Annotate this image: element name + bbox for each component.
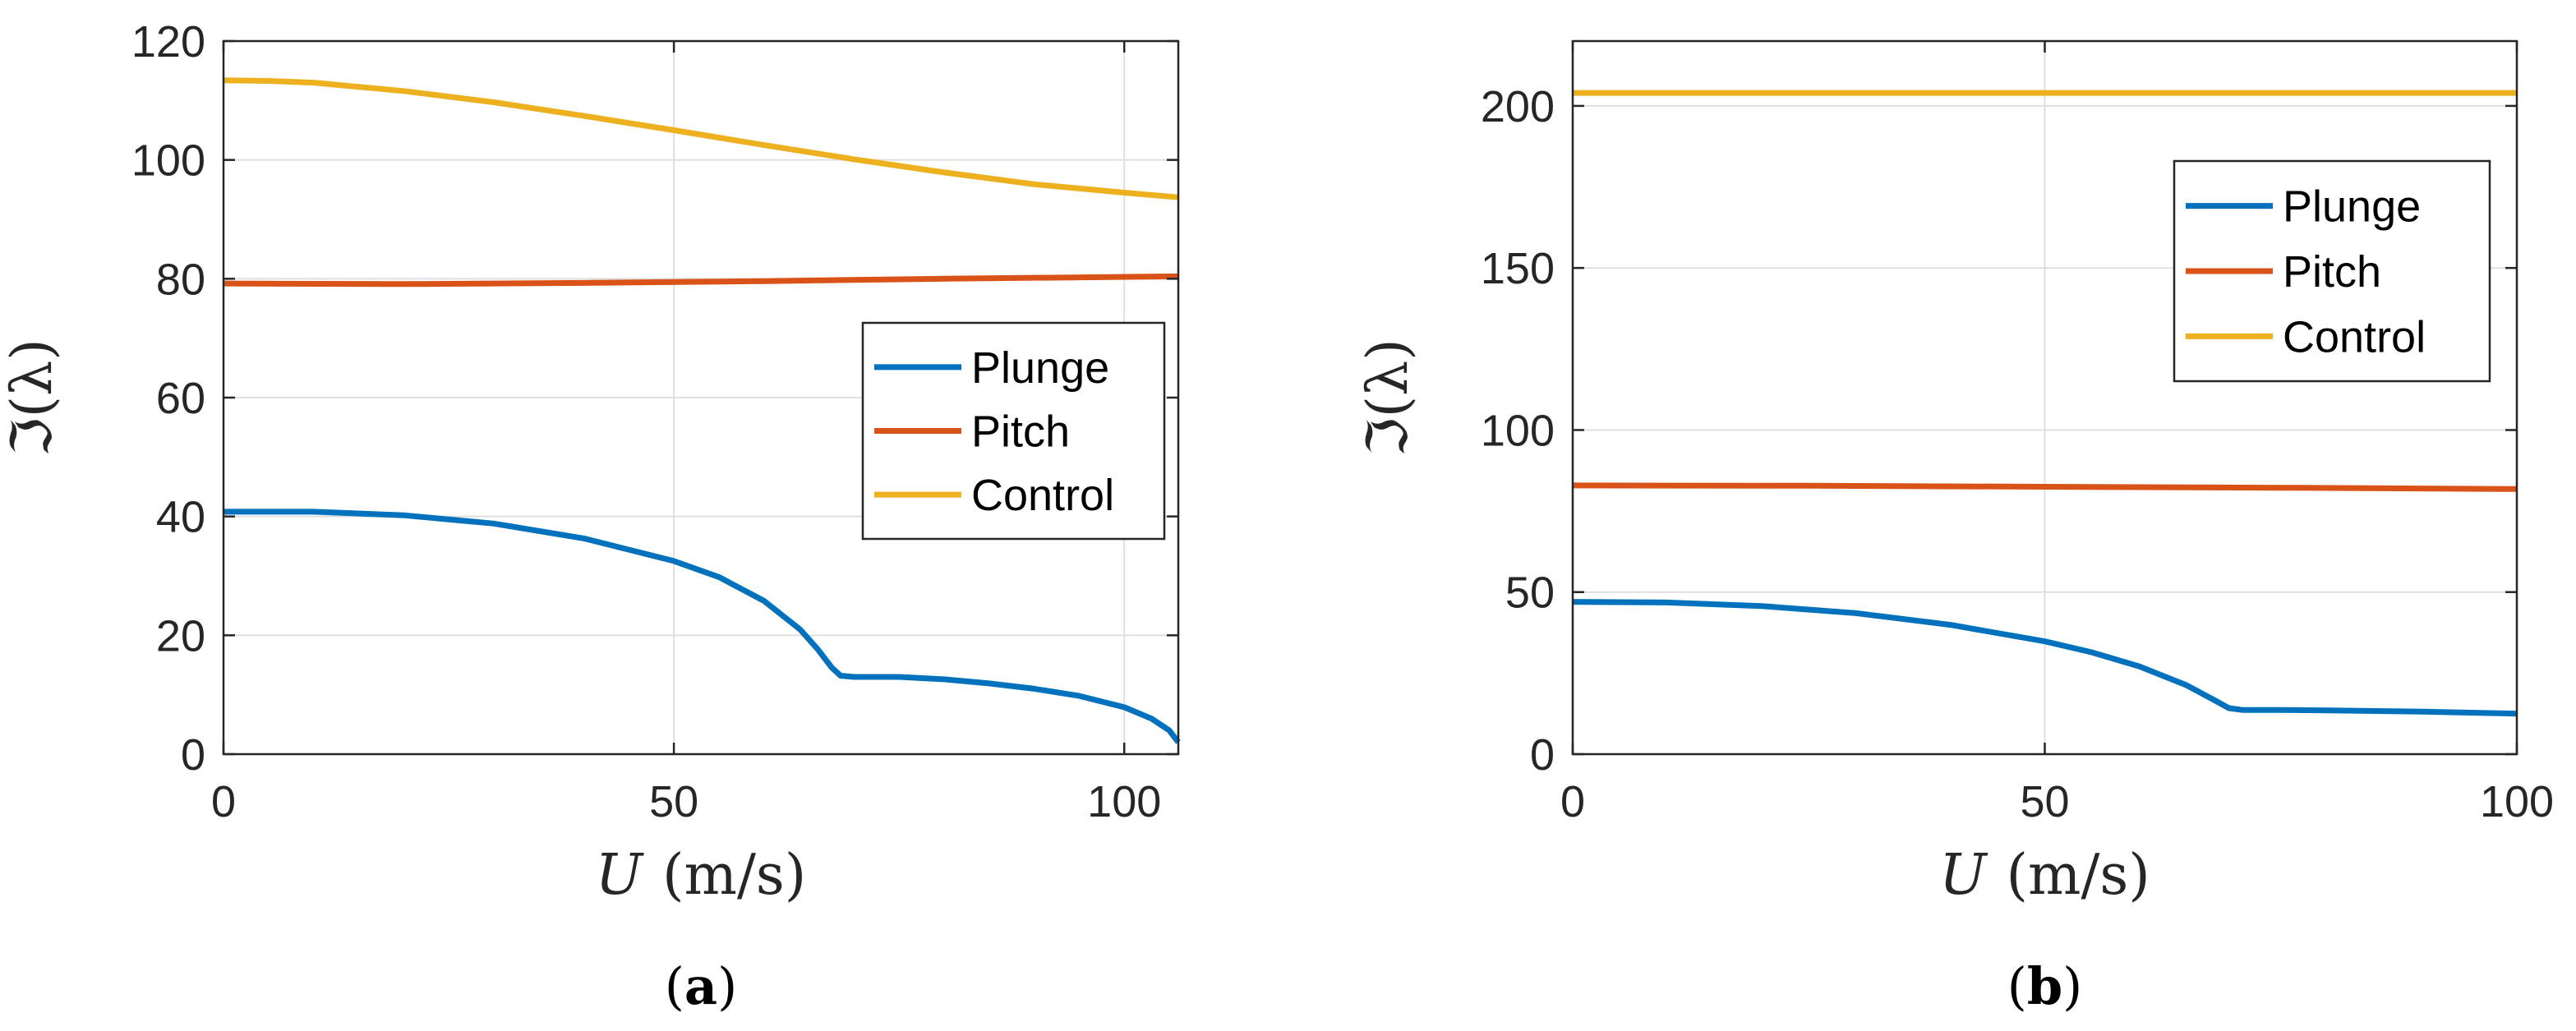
legend-a: Plunge Pitch Control — [861, 321, 1166, 541]
y-tick-label-0: 0 — [181, 730, 205, 780]
x-axis-label-b: U (m/s) — [1939, 843, 2150, 908]
x-tick-label-100: 100 — [2480, 777, 2554, 826]
y-axis-label-a: ℑ(λ) — [0, 338, 65, 457]
series-line-plunge-a — [223, 509, 1181, 744]
x-axis-variable-b: U — [1939, 843, 1988, 908]
y-tick-label-100: 100 — [1481, 406, 1555, 455]
legend-label-pitch-a: Pitch — [971, 407, 1070, 457]
legend-label-plunge-b: Plunge — [2283, 182, 2421, 232]
y-tick-label-50: 50 — [1505, 568, 1555, 618]
series-line-plunge-b — [1572, 599, 2518, 717]
y-tick-label-200: 200 — [1481, 82, 1555, 131]
x-tick-label-0: 0 — [211, 777, 236, 826]
legend-b: Plunge Pitch Control — [2173, 159, 2491, 383]
caption-a: (a) — [665, 956, 738, 1016]
series-line-control-a — [223, 77, 1179, 200]
x-axis-unit-b: (m/s) — [2006, 843, 2150, 908]
chart-panel-b: 0 50 100 0 50 100 150 200 ℑ(λ) U (m/s) (b) Plunge Pit… — [1356, 39, 2554, 1016]
y-tick-label-20: 20 — [156, 611, 205, 660]
legend-label-pitch-b: Pitch — [2283, 247, 2381, 297]
y-tick-label-0: 0 — [1530, 730, 1555, 780]
caption-b: (b) — [2007, 956, 2083, 1016]
y-tick-label-100: 100 — [131, 136, 205, 186]
y-tick-label-80: 80 — [156, 255, 205, 304]
y-axis-label-b: ℑ(λ) — [1356, 338, 1421, 457]
chart-panel-a: 0 50 100 0 20 40 60 80 100 120 ℑ(λ) U (m/s) (a) Plunge… — [0, 17, 1181, 1016]
x-tick-label-50: 50 — [649, 777, 698, 826]
y-tick-label-150: 150 — [1481, 244, 1555, 293]
x-axis-unit-a: (m/s) — [662, 843, 806, 908]
x-tick-label-100: 100 — [1087, 777, 1161, 826]
series-line-pitch-b — [1572, 482, 2518, 492]
y-tick-label-60: 60 — [156, 374, 205, 423]
x-axis-variable-a: U — [596, 843, 645, 908]
x-axis-label-a: U (m/s) — [596, 843, 807, 908]
y-tick-label-40: 40 — [156, 493, 205, 542]
x-tick-label-50: 50 — [2020, 777, 2069, 826]
y-tick-label-120: 120 — [131, 17, 205, 67]
series-line-pitch-a — [223, 273, 1179, 288]
legend-label-control-b: Control — [2283, 312, 2426, 361]
legend-label-control-a: Control — [971, 471, 1114, 520]
legend-label-plunge-a: Plunge — [971, 343, 1109, 393]
x-tick-label-0: 0 — [1560, 777, 1585, 826]
